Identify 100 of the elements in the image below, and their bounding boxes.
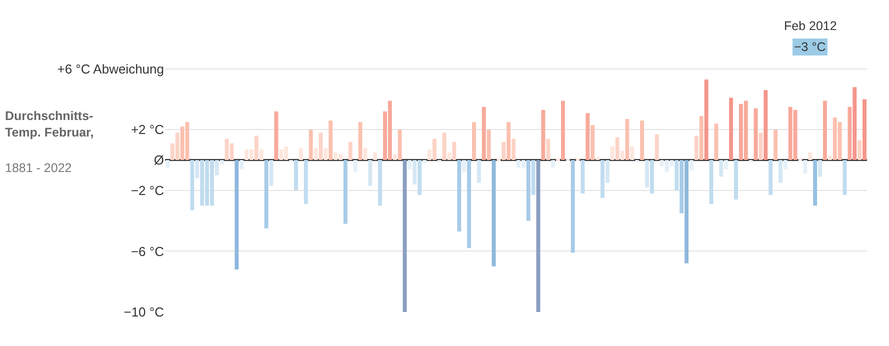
bar xyxy=(704,80,708,160)
bar xyxy=(502,142,506,160)
bar xyxy=(412,160,417,184)
bar xyxy=(620,150,624,160)
y-tick-label: +6 °C Abweichung xyxy=(57,61,164,76)
bar xyxy=(645,160,649,188)
bar xyxy=(294,160,298,190)
bar xyxy=(363,148,368,160)
bar xyxy=(190,160,194,210)
bar xyxy=(560,100,565,160)
bar xyxy=(526,160,530,221)
bar xyxy=(264,160,268,228)
bar xyxy=(719,160,724,177)
bar xyxy=(408,160,412,170)
bar xyxy=(590,125,595,160)
bar xyxy=(467,160,472,248)
bar xyxy=(298,148,303,160)
bar xyxy=(214,160,219,176)
bar xyxy=(402,160,407,312)
bar xyxy=(398,130,402,160)
bar xyxy=(862,99,867,160)
bar xyxy=(348,142,352,160)
bar xyxy=(452,142,456,160)
bar xyxy=(848,106,852,160)
bar xyxy=(600,160,604,198)
text: Durchschnitts- Temp. Februar, xyxy=(5,109,94,140)
bar xyxy=(512,138,516,160)
bar xyxy=(729,98,734,160)
bar xyxy=(813,160,818,206)
bar xyxy=(472,122,476,160)
bar xyxy=(240,160,244,170)
bar xyxy=(758,132,763,160)
text: 1881 - 2022 xyxy=(5,161,72,175)
bar xyxy=(392,154,397,160)
bar xyxy=(314,148,318,160)
bar xyxy=(269,160,274,186)
bar xyxy=(828,155,832,160)
bar xyxy=(541,110,546,160)
bar xyxy=(165,160,170,168)
bar xyxy=(768,160,773,195)
bar xyxy=(596,157,600,160)
bar xyxy=(486,130,491,160)
bar xyxy=(818,160,822,177)
bar xyxy=(432,138,436,160)
bar xyxy=(694,136,698,160)
bar xyxy=(852,87,857,160)
bar xyxy=(858,140,862,160)
bar xyxy=(823,100,827,160)
bar xyxy=(531,160,536,195)
bar xyxy=(328,120,333,160)
bar xyxy=(610,146,614,160)
bar xyxy=(724,160,728,170)
bar xyxy=(764,90,768,160)
bar xyxy=(422,160,427,164)
text: Feb 2012 xyxy=(784,19,837,33)
bar xyxy=(615,137,620,160)
bar xyxy=(353,160,358,172)
bar xyxy=(304,160,308,204)
bar xyxy=(476,160,481,183)
bar xyxy=(808,152,812,160)
bar xyxy=(551,160,556,168)
bar xyxy=(418,160,422,195)
bar xyxy=(690,160,694,171)
bar xyxy=(428,149,432,160)
bar xyxy=(259,149,264,160)
bar xyxy=(442,132,446,160)
bar xyxy=(358,122,362,160)
bar xyxy=(308,130,313,160)
bar xyxy=(368,160,372,186)
bar xyxy=(714,124,718,160)
bar xyxy=(482,106,486,160)
bar xyxy=(462,160,466,172)
bar xyxy=(650,160,654,194)
bar xyxy=(254,136,258,160)
bar xyxy=(630,146,634,160)
bar xyxy=(220,160,224,165)
bar xyxy=(709,160,714,204)
bar xyxy=(754,108,758,160)
bar xyxy=(684,160,689,264)
bar xyxy=(778,160,782,183)
bar xyxy=(506,122,511,160)
bar xyxy=(774,130,778,160)
bar xyxy=(654,134,659,160)
bar xyxy=(234,160,239,270)
bar xyxy=(699,116,704,160)
bar xyxy=(378,160,382,206)
bar xyxy=(570,160,575,253)
bar xyxy=(674,160,679,190)
bar xyxy=(640,120,644,160)
bar xyxy=(803,160,808,174)
bar xyxy=(734,160,738,200)
bar xyxy=(457,160,462,232)
bar xyxy=(586,112,590,160)
bar xyxy=(783,160,788,170)
bar xyxy=(605,160,610,183)
bar xyxy=(680,160,684,214)
bar xyxy=(324,148,328,160)
bar xyxy=(195,160,200,178)
y-tick-label: Ø xyxy=(154,152,164,168)
annotation: −3 °C xyxy=(794,40,826,54)
